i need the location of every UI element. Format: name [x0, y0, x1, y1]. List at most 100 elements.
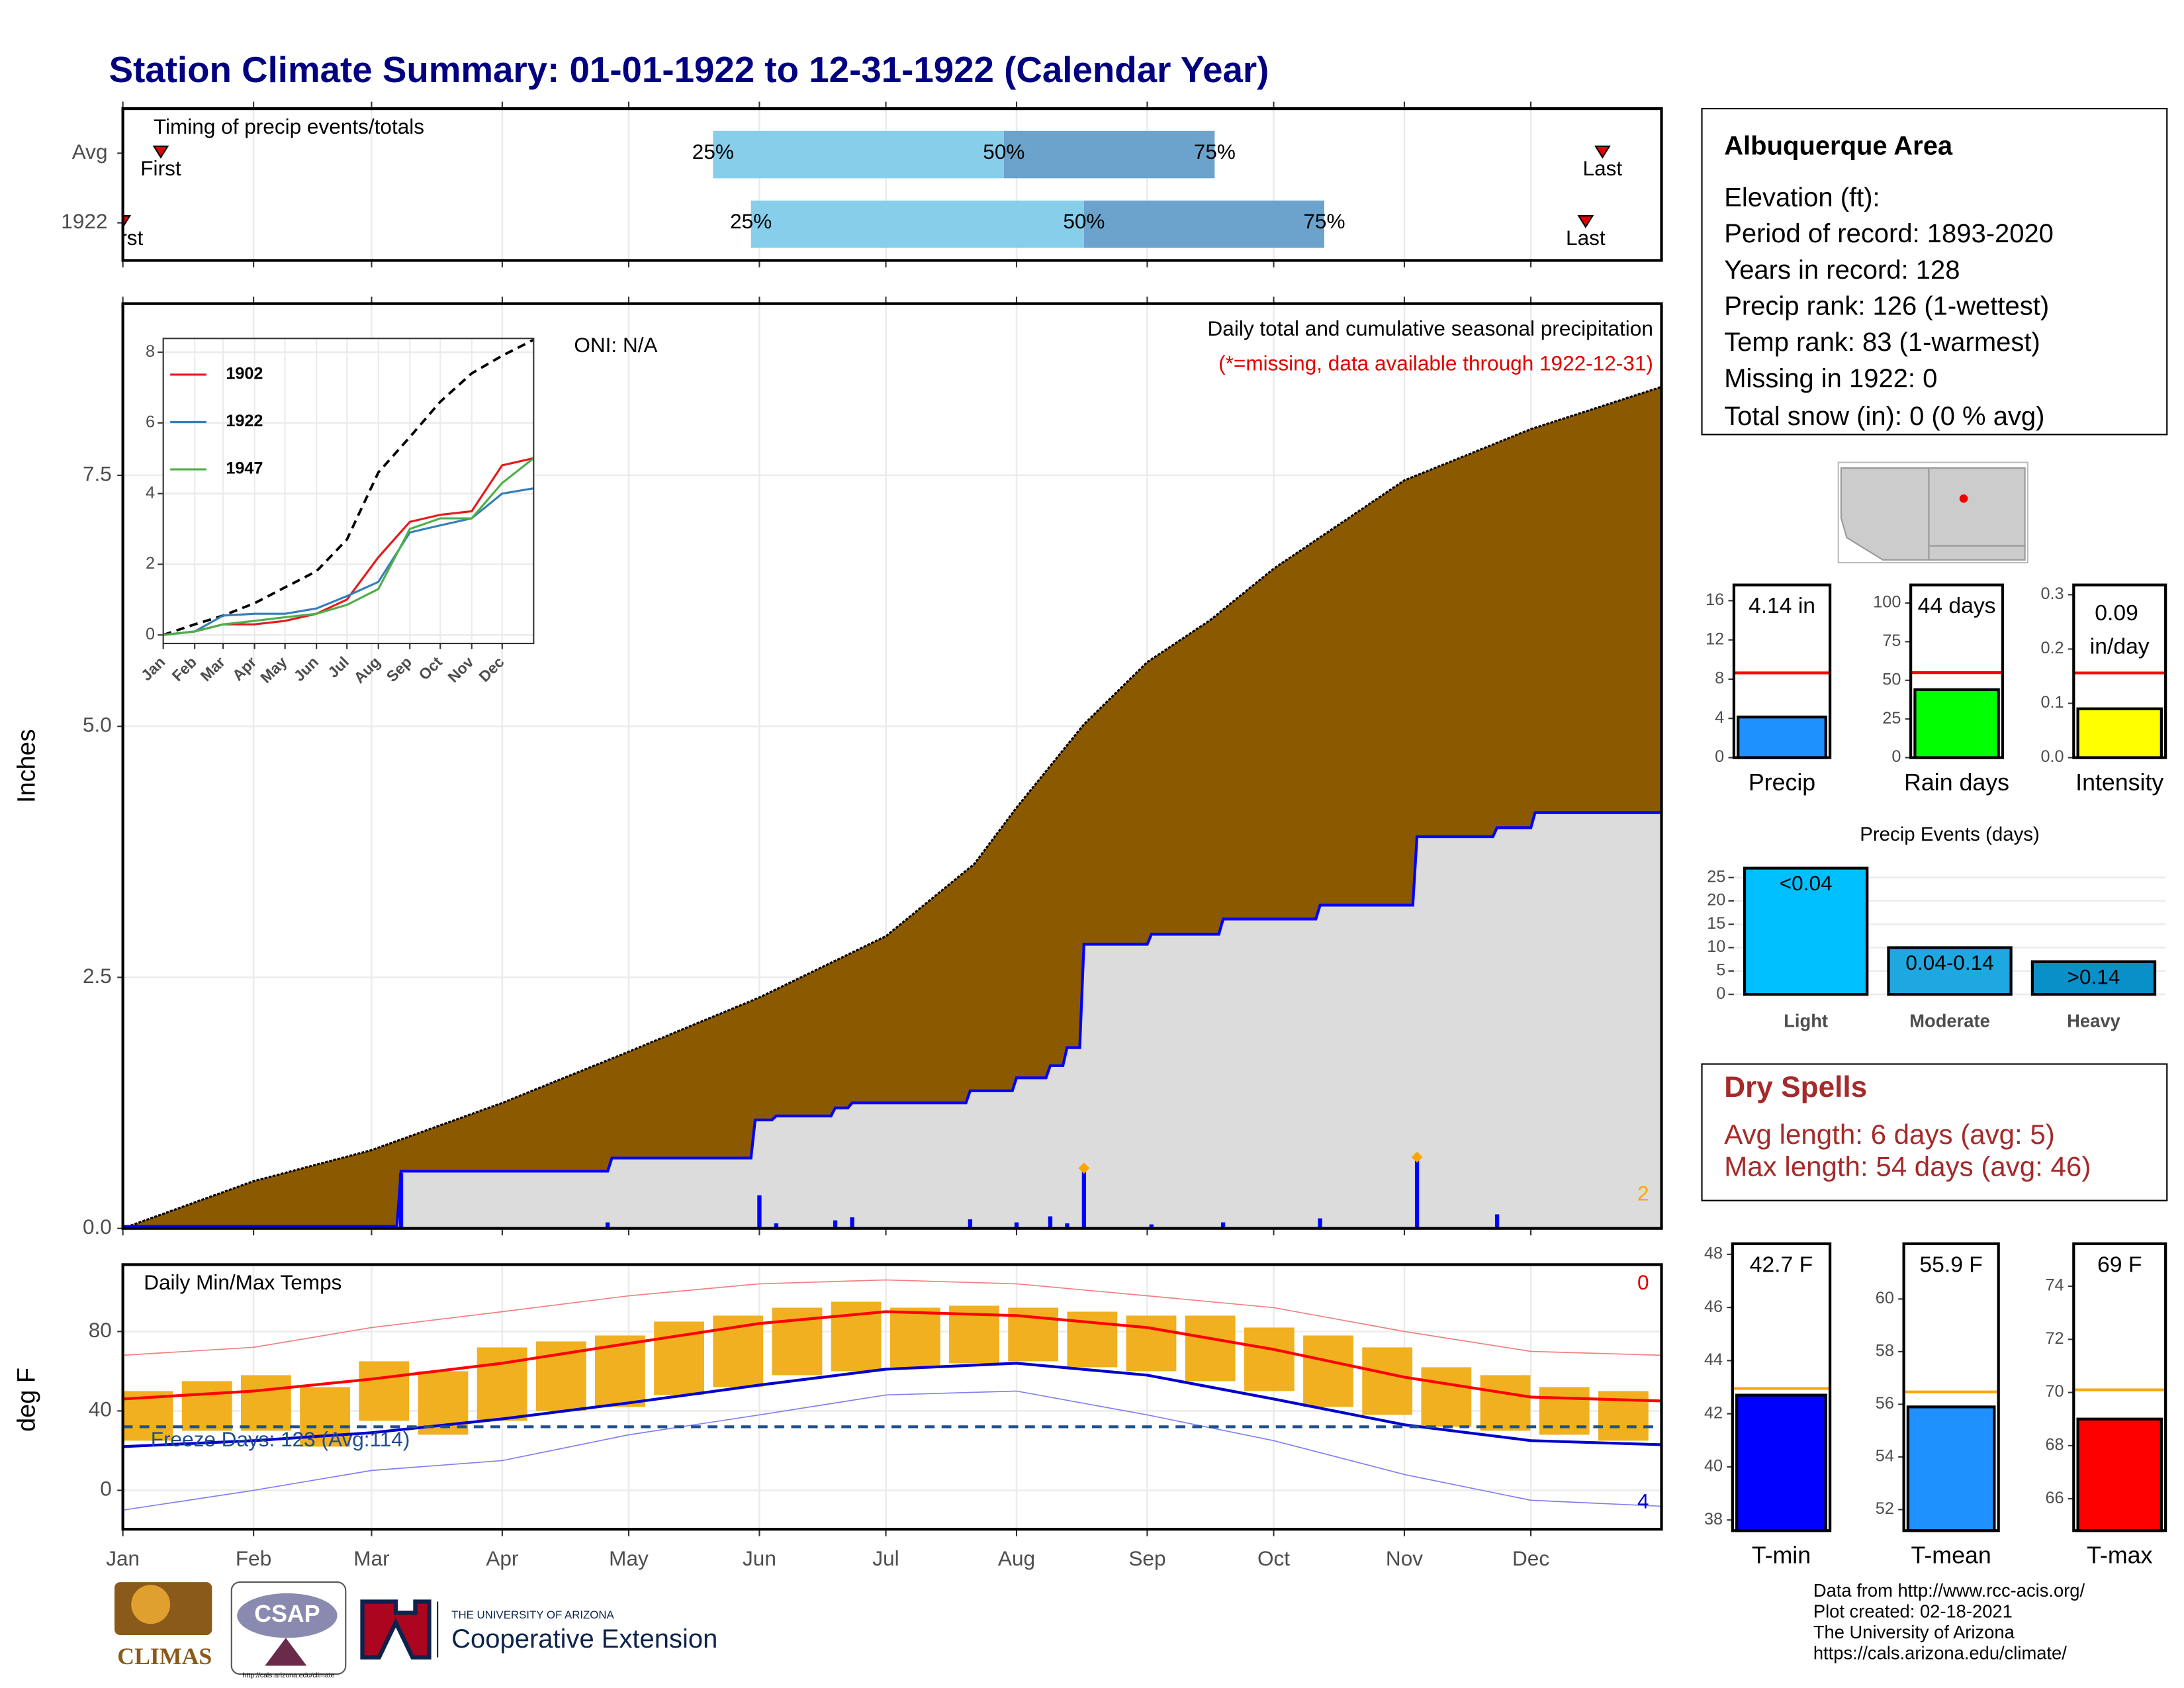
info-line: Period of record: 1893-2020	[1724, 219, 2054, 248]
y-tick-label: 54	[1876, 1447, 1894, 1466]
inset-line	[163, 457, 535, 636]
x-tick-label: Moderate	[1909, 1011, 1990, 1031]
timing-marker	[152, 145, 169, 159]
y-tick-label: 10	[1707, 937, 1725, 956]
gauge-bar	[2076, 1417, 2163, 1532]
page-title: Station Climate Summary: 01-01-1922 to 1…	[109, 49, 1269, 90]
x-tick-label: Oct	[1257, 1546, 1290, 1570]
daily-bar	[757, 1195, 762, 1229]
y-tick-label: 100	[1873, 593, 1901, 612]
y-axis-label: Inches	[13, 729, 41, 803]
y-tick-label: 0.0	[83, 1215, 112, 1239]
daily-bar	[1081, 1170, 1087, 1229]
info-box	[1701, 108, 2168, 436]
x-tick-label: Light	[1784, 1011, 1828, 1031]
dry-spells-box	[1701, 1063, 2168, 1201]
chart-title: Precip Events (days)	[1860, 823, 2040, 845]
observed-line	[122, 811, 1662, 1228]
category-label: Precip	[1749, 769, 1815, 796]
timing-marker	[122, 215, 132, 228]
record-line	[122, 1279, 1662, 1356]
station-name: Albuquerque Area	[1724, 132, 1953, 161]
locator-map	[1837, 461, 2028, 564]
chart-subtitle: (*=missing, data available through 1922-…	[1218, 352, 1653, 375]
info-line: Temp rank: 83 (1-warmest)	[1724, 328, 2040, 357]
y-tick-label: 25	[1882, 709, 1901, 727]
record-line	[122, 1390, 1662, 1511]
x-tick-label: Feb	[236, 1546, 271, 1570]
quartile-label: 25%	[692, 140, 734, 164]
y-tick-label: Avg	[72, 140, 108, 164]
category-label: T-max	[2087, 1542, 2152, 1569]
value-label: 0.09 in/day	[2090, 601, 2150, 659]
y-tick-label: 0.3	[2040, 585, 2064, 603]
y-axis-label: deg F	[13, 1368, 41, 1432]
marker-label: First	[140, 156, 181, 180]
logo-url: http://cals.arizona.edu/climate	[243, 1671, 335, 1679]
y-tick-label: 75	[1882, 632, 1901, 650]
annotation: ONI: N/A	[574, 333, 657, 357]
gauge-frame	[2072, 583, 2167, 759]
y-tick-label: 80	[89, 1318, 112, 1342]
y-tick-label: 4	[1715, 708, 1724, 727]
bar	[1743, 867, 1869, 996]
daily-range-bar	[1244, 1327, 1295, 1391]
y-tick-label: 66	[2045, 1489, 2064, 1507]
daily-bar	[1220, 1222, 1226, 1229]
gauge-bar	[1913, 688, 2000, 759]
y-tick-label: 0	[100, 1477, 112, 1501]
bar	[2030, 960, 2157, 996]
y-tick-label: 42	[1704, 1403, 1723, 1422]
daily-bar	[968, 1219, 973, 1229]
y-tick-label: 20	[1707, 891, 1725, 910]
info-line: Elevation (ft):	[1724, 183, 1880, 212]
y-tick-label: 50	[1882, 670, 1901, 688]
marker-label: Last	[1566, 226, 1606, 250]
credit-line: Data from http://www.rcc-acis.org/	[1813, 1580, 2085, 1601]
quartile-bar	[1003, 130, 1215, 179]
inset-frame	[162, 338, 535, 645]
y-tick-label: 74	[2045, 1276, 2064, 1295]
daily-bar	[774, 1223, 779, 1229]
legend-label: 1902	[226, 365, 263, 383]
gauge-frame	[1902, 1242, 2000, 1532]
corner-label: 2	[1637, 1182, 1649, 1205]
y-tick-label: 52	[1876, 1499, 1894, 1518]
y-tick-label: 40	[89, 1397, 112, 1421]
bar-label: 0.04-0.14	[1905, 951, 1993, 974]
dry-spells-line: Max length: 54 days (avg: 46)	[1724, 1150, 2091, 1182]
y-tick-label: 0.0	[2040, 747, 2064, 766]
y-tick-label: 0	[1891, 747, 1901, 766]
y-tick-label: 2.5	[83, 964, 112, 988]
y-tick-label: 0.1	[2040, 693, 2064, 712]
info-line: Years in record: 128	[1724, 256, 1960, 285]
gauge-bar	[1735, 1393, 1827, 1532]
annotation: Freeze Days: 123 (Avg:114)	[151, 1427, 410, 1451]
x-tick-label: Heavy	[2067, 1011, 2120, 1031]
x-tick-label: Mar	[353, 1546, 389, 1570]
x-tick-label: Jan	[106, 1546, 140, 1570]
daily-bar	[1494, 1214, 1500, 1229]
y-tick-label: 60	[1876, 1289, 1894, 1307]
y-tick-label: 0	[1715, 747, 1724, 766]
daily-range-bar	[1421, 1367, 1472, 1427]
category-label: T-mean	[1911, 1542, 1991, 1569]
chart-title: Daily Min/Max Temps	[144, 1270, 341, 1294]
y-tick-label: 58	[1876, 1342, 1894, 1360]
average-line	[122, 1362, 1662, 1448]
timing-marker	[1577, 215, 1594, 228]
x-tick-label: May	[609, 1546, 649, 1570]
daily-range-bar	[1362, 1347, 1413, 1415]
y-tick-label: 2	[146, 554, 155, 573]
daily-range-bar	[889, 1307, 940, 1368]
record-count: 4	[1637, 1489, 1649, 1513]
y-tick-label: 15	[1707, 914, 1725, 933]
daily-range-bar	[1480, 1375, 1531, 1431]
y-tick-label: 5	[1716, 961, 1725, 980]
daily-range-bar	[240, 1375, 291, 1431]
y-tick-label: 70	[2045, 1382, 2064, 1401]
y-tick-label: 8	[1715, 669, 1724, 688]
category-label: Intensity	[2075, 769, 2163, 796]
daily-range-bar	[477, 1347, 527, 1421]
